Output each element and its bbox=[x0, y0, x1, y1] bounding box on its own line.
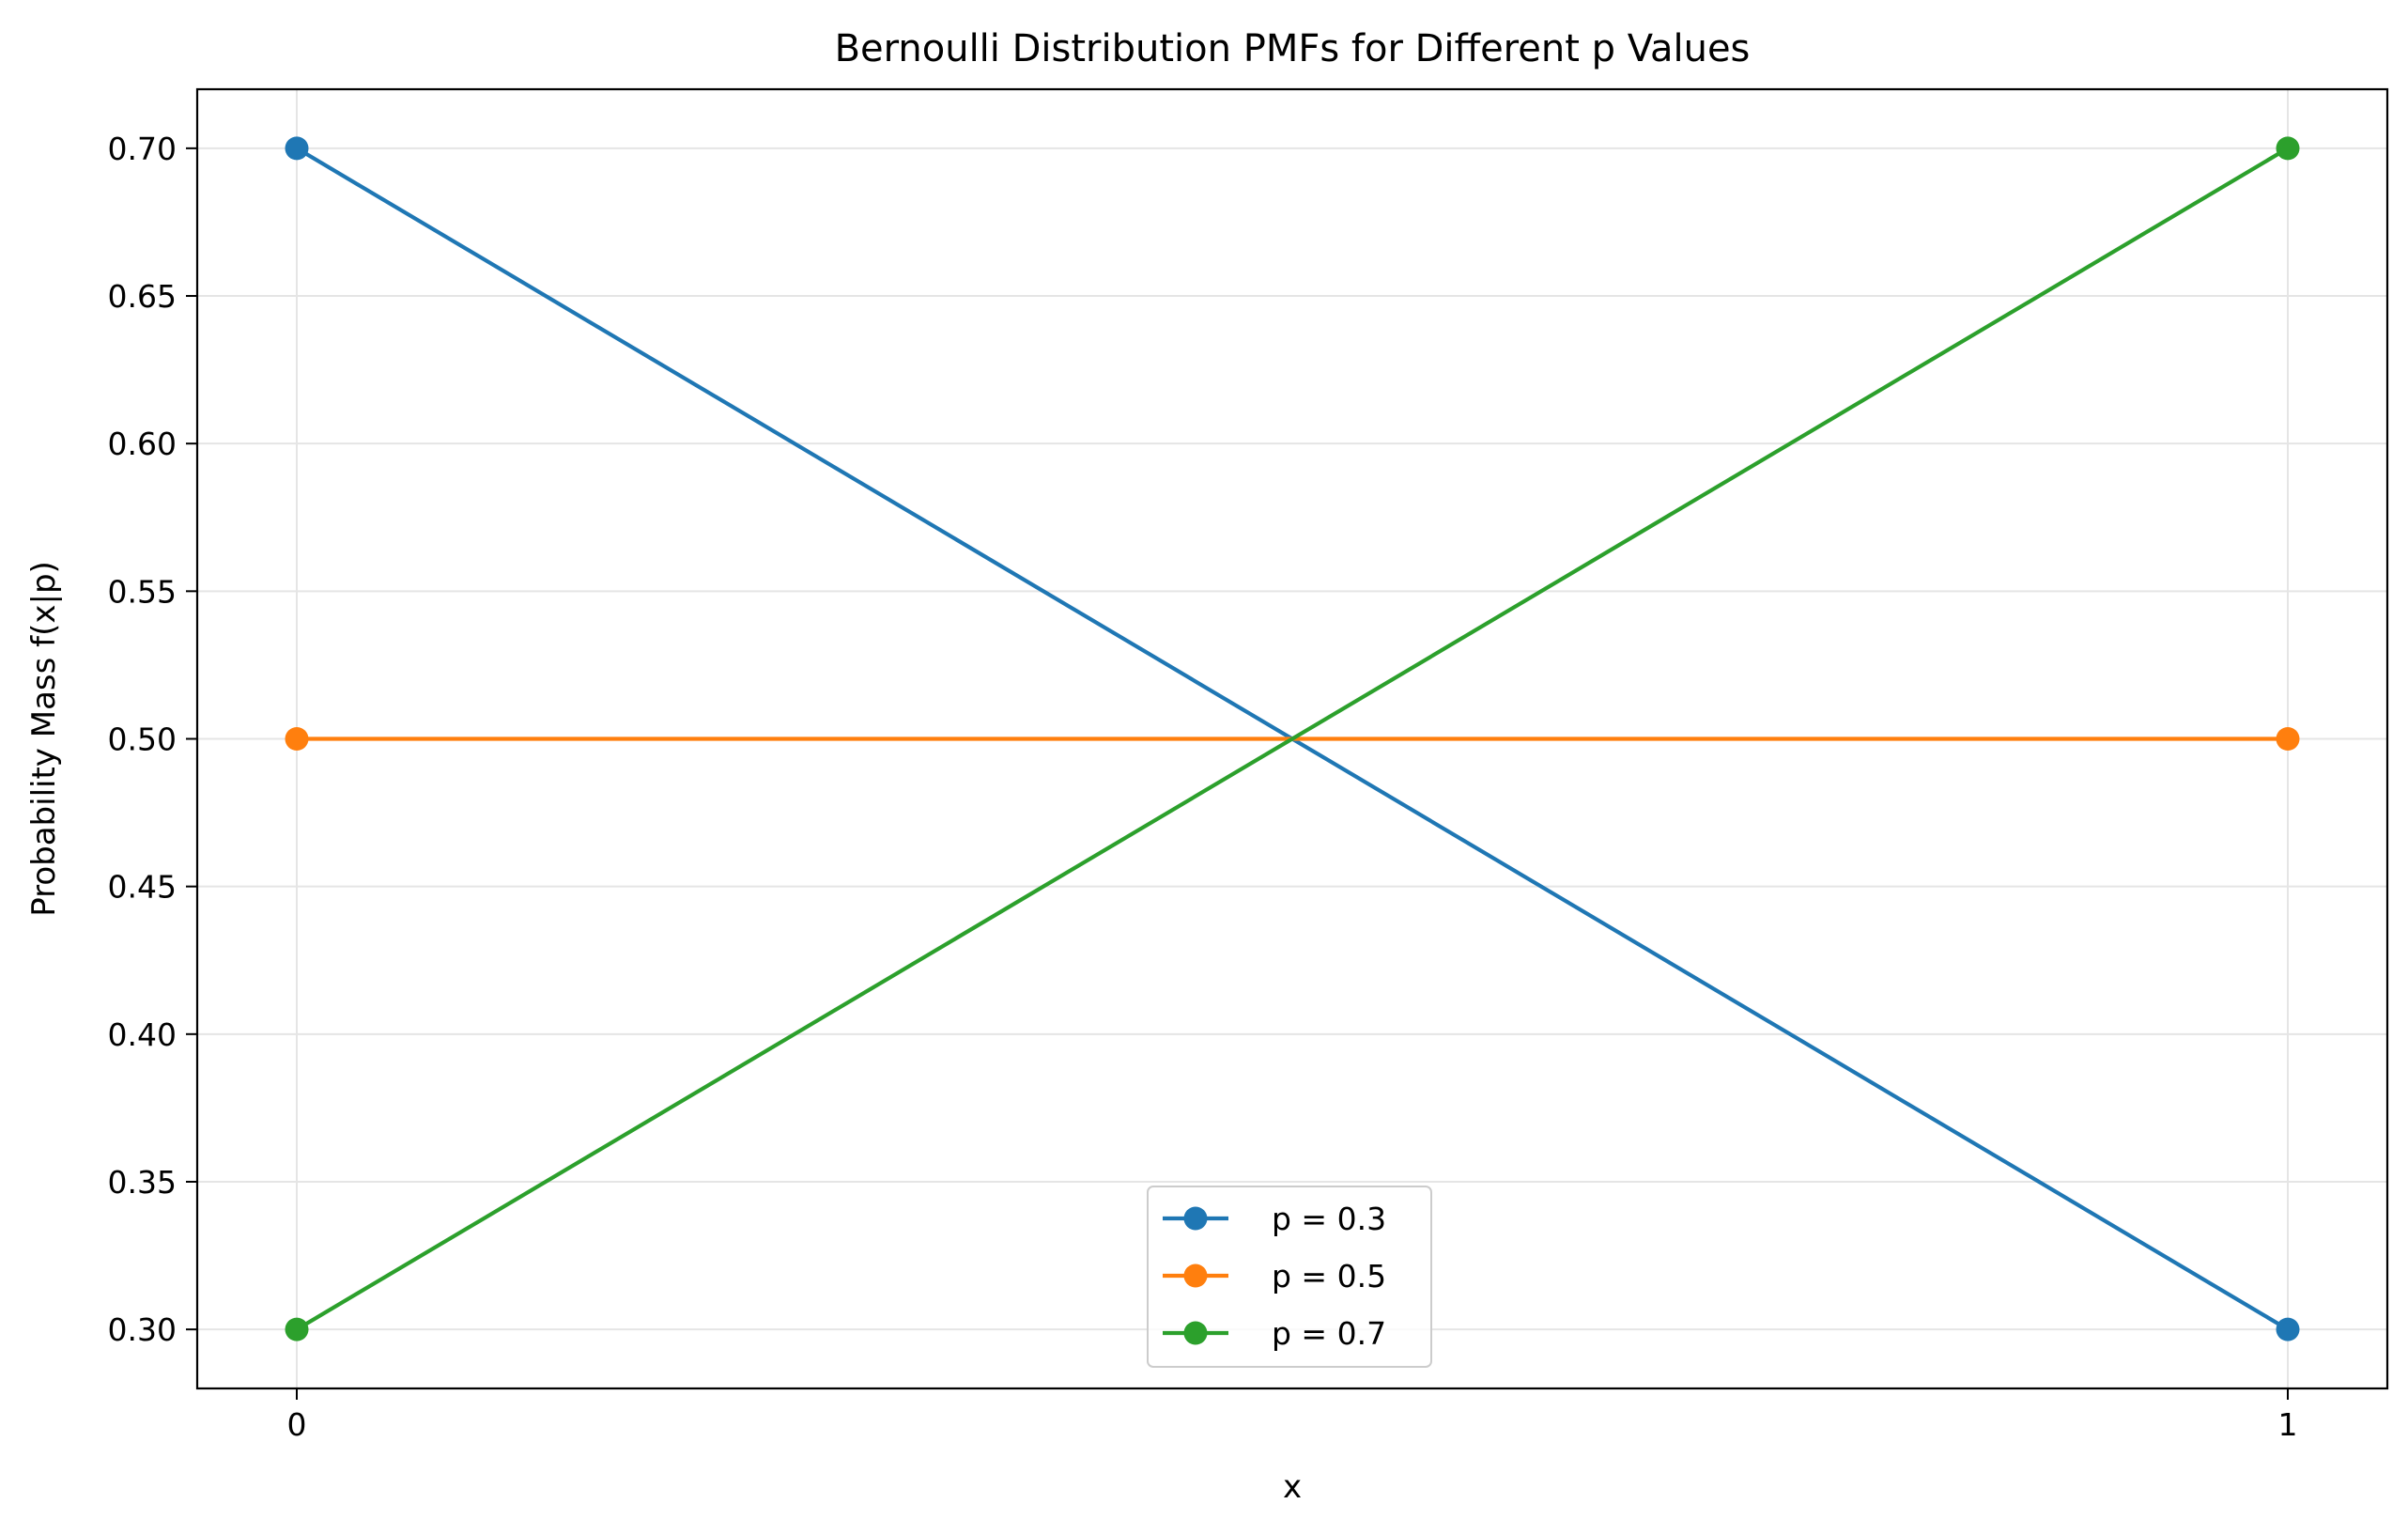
y-tick-label: 0.70 bbox=[108, 131, 177, 167]
x-tick-label: 0 bbox=[287, 1406, 307, 1443]
legend-marker bbox=[1183, 1264, 1208, 1288]
legend-marker bbox=[1183, 1206, 1208, 1231]
legend-label: p = 0.3 bbox=[1272, 1201, 1386, 1237]
legend-label: p = 0.7 bbox=[1272, 1315, 1386, 1352]
data-point bbox=[285, 727, 309, 751]
data-point bbox=[285, 1317, 309, 1341]
x-axis-label: x bbox=[1283, 1468, 1302, 1506]
legend-label: p = 0.5 bbox=[1272, 1258, 1386, 1295]
y-tick-label: 0.55 bbox=[108, 573, 177, 610]
y-tick-label: 0.35 bbox=[108, 1164, 177, 1201]
axis-ticks: 0.30 0.35 0.40 0.45 0.50 0.55 0.60 0.65 0.70 0 1 bbox=[108, 131, 2298, 1443]
legend-marker bbox=[1183, 1321, 1208, 1345]
series-3 bbox=[285, 136, 2300, 1341]
data-point bbox=[2276, 136, 2300, 161]
legend-box bbox=[1147, 1186, 1432, 1368]
x-tick-label: 1 bbox=[2278, 1406, 2298, 1443]
data-point bbox=[285, 136, 309, 161]
series-line bbox=[295, 147, 2290, 1331]
series-layer bbox=[285, 136, 2300, 1341]
y-tick-label: 0.30 bbox=[108, 1311, 177, 1348]
data-point bbox=[2276, 1317, 2300, 1341]
y-tick-label: 0.40 bbox=[108, 1016, 177, 1053]
y-tick-label: 0.65 bbox=[108, 278, 177, 315]
legend: p = 0.3 p = 0.5 p = 0.7 bbox=[1147, 1186, 1432, 1368]
data-point bbox=[2276, 727, 2300, 751]
y-tick-label: 0.60 bbox=[108, 426, 177, 462]
y-tick-label: 0.45 bbox=[108, 869, 177, 906]
y-tick-label: 0.50 bbox=[108, 721, 177, 758]
chart-title: Bernoulli Distribution PMFs for Differen… bbox=[835, 27, 1751, 70]
y-axis-label: Probability Mass f(x|p) bbox=[25, 561, 63, 917]
